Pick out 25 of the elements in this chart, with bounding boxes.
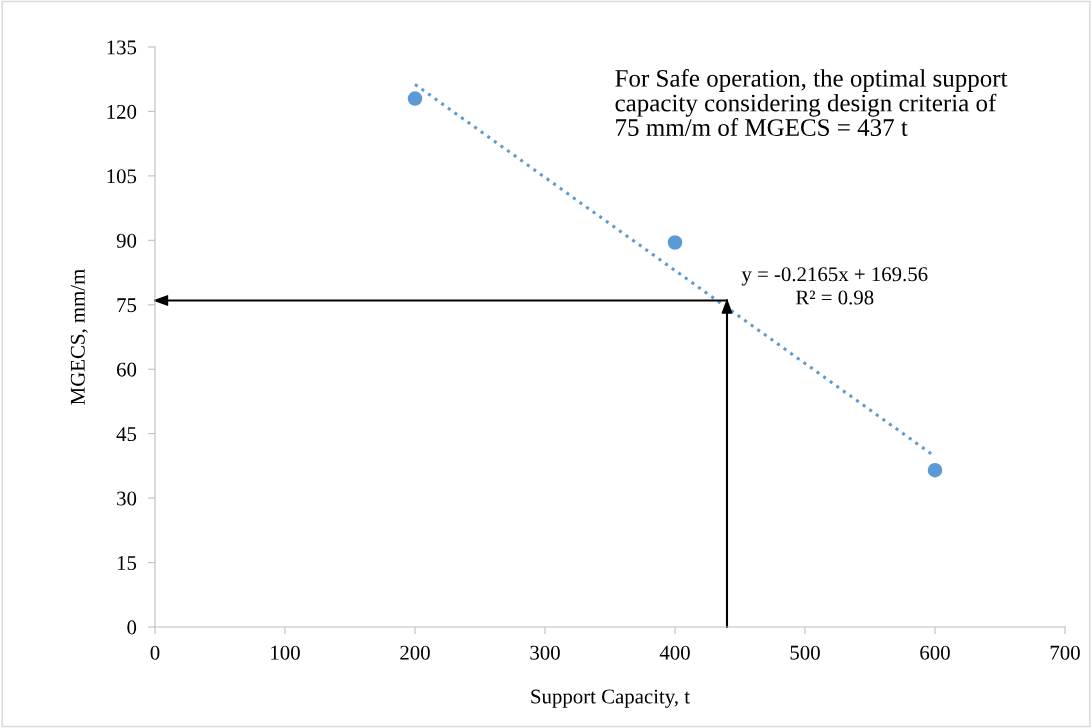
point — [927, 462, 943, 478]
point — [407, 91, 423, 106]
y-tick-label: 75 — [117, 298, 137, 313]
x-tick-label: 400 — [659, 645, 690, 660]
annotation: y = -0.2165x + 169.56 R² = 0.98 — [741, 267, 928, 305]
y-tick-label: 15 — [117, 556, 137, 570]
y-tick-label: 105 — [107, 169, 137, 184]
y-tick-label: 135 — [107, 40, 137, 55]
annotation: For Safe operation, the optimal support capacity considering design criteria of 75 mm/m of MGECS = 437 t — [615, 68, 1008, 136]
x-tick-label: 100 — [271, 645, 300, 660]
x-tick-label: 0 — [150, 645, 160, 660]
x-tick-label: 600 — [920, 645, 950, 660]
y-tick-label: 120 — [107, 104, 137, 119]
y-tick-label: 30 — [117, 491, 137, 506]
y-tick-label: 60 — [117, 362, 137, 377]
x-tick-label: 700 — [1050, 645, 1080, 660]
x-tick-label: 500 — [790, 645, 820, 660]
y-axis-title: MGECS, mm/m — [70, 269, 88, 405]
x-axis-title: Support Capacity, t — [531, 689, 690, 708]
y-tick-label: 0 — [127, 620, 137, 635]
y-tick-label: 90 — [116, 233, 137, 248]
y-tick-label: 45 — [116, 427, 137, 442]
point — [667, 235, 683, 250]
x-tick-label: 300 — [530, 645, 560, 660]
x-tick-label: 200 — [400, 645, 430, 660]
